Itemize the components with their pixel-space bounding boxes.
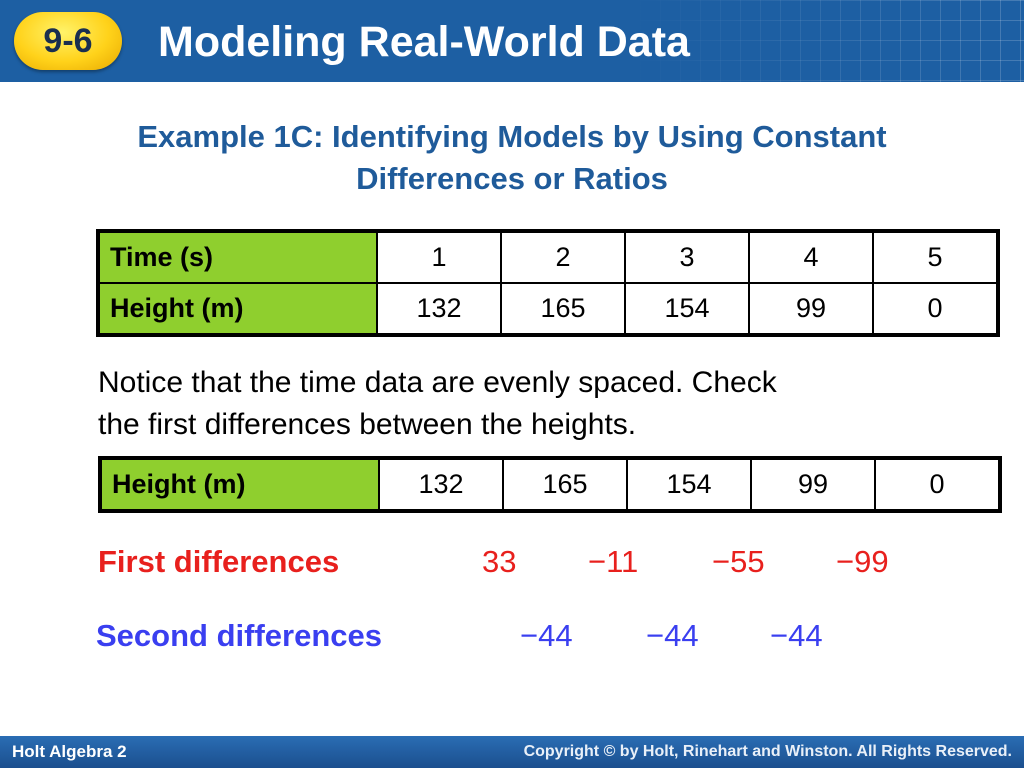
table-cell: 165	[500, 282, 626, 335]
example-title-line-2: Differences or Ratios	[356, 161, 668, 196]
second-difference-value: −44	[520, 618, 573, 653]
height-table: Height (m) 132 165 154 99 0	[98, 456, 1002, 513]
table-cell: 165	[502, 458, 628, 511]
header-fade	[0, 0, 1024, 82]
row-header-height: Height (m)	[98, 282, 378, 335]
second-differences-row: Second differences −44 −44 −44	[96, 616, 856, 656]
second-differences-label: Second differences	[96, 618, 382, 653]
table-cell: 99	[750, 458, 876, 511]
table-cell: 132	[378, 458, 504, 511]
first-differences-row: First differences 33 −11 −55 −99	[98, 542, 918, 582]
table-row-height: Height (m) 132 165 154 99 0	[100, 458, 1000, 511]
notice-paragraph: Notice that the time data are evenly spa…	[98, 362, 998, 446]
example-title-line-1: Example 1C: Identifying Models by Using …	[137, 119, 887, 154]
table-cell: 132	[376, 282, 502, 335]
lesson-badge: 9-6	[14, 12, 122, 70]
table-row-height: Height (m) 132 165 154 99 0	[98, 282, 998, 335]
time-height-table: Time (s) 1 2 3 4 5 Height (m) 132 165 15…	[96, 229, 1000, 337]
footer-bar: Holt Algebra 2 Copyright © by Holt, Rine…	[0, 736, 1024, 768]
table-cell: 154	[626, 458, 752, 511]
notice-line-2: the first differences between the height…	[98, 408, 637, 441]
second-difference-value: −44	[770, 618, 823, 653]
notice-line-1: Notice that the time data are evenly spa…	[98, 366, 777, 399]
table-cell: 1	[376, 231, 502, 284]
first-difference-value: −99	[836, 544, 889, 579]
second-difference-value: −44	[646, 618, 699, 653]
first-difference-value: −55	[712, 544, 765, 579]
first-difference-value: −11	[588, 544, 639, 579]
first-difference-value: 33	[482, 544, 517, 579]
table-cell: 2	[500, 231, 626, 284]
table-cell: 3	[624, 231, 750, 284]
row-header-height: Height (m)	[100, 458, 380, 511]
table-cell: 0	[872, 282, 998, 335]
table-cell: 99	[748, 282, 874, 335]
table-cell: 5	[872, 231, 998, 284]
table-cell: 154	[624, 282, 750, 335]
footer-book-title: Holt Algebra 2	[12, 742, 127, 761]
example-title: Example 1C: Identifying Models by Using …	[0, 116, 1024, 200]
page-title: Modeling Real-World Data	[158, 18, 690, 66]
table-cell: 4	[748, 231, 874, 284]
first-differences-label: First differences	[98, 544, 340, 579]
row-header-time: Time (s)	[98, 231, 378, 284]
table-cell: 0	[874, 458, 1000, 511]
table-row-time: Time (s) 1 2 3 4 5	[98, 231, 998, 284]
footer-copyright: Copyright © by Holt, Rinehart and Winsto…	[523, 743, 1012, 760]
